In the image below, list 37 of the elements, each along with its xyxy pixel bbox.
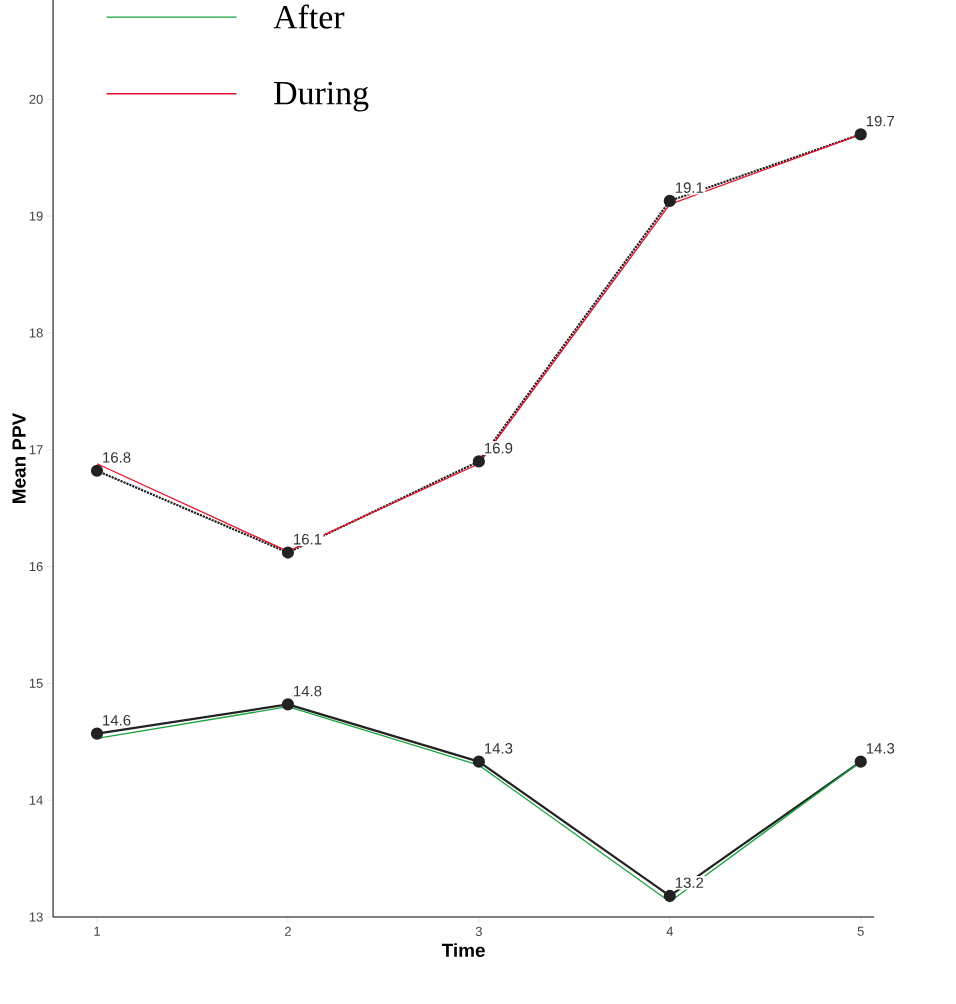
y-tick-label: 14 bbox=[29, 795, 43, 805]
y-tick-label: 19 bbox=[29, 211, 43, 221]
data-label: 14.6 bbox=[103, 715, 131, 726]
data-label: 14.3 bbox=[485, 743, 513, 754]
point bbox=[854, 755, 867, 768]
point bbox=[281, 546, 295, 559]
point bbox=[472, 455, 485, 468]
data-label: 14.8 bbox=[294, 685, 322, 697]
data-label: 14.3 bbox=[866, 743, 895, 754]
point bbox=[472, 755, 485, 768]
y-tick-label: 17 bbox=[29, 445, 43, 455]
x-tick-label: 4 bbox=[666, 926, 674, 936]
data-label: 16.8 bbox=[103, 452, 131, 463]
x-tick-label: 3 bbox=[475, 926, 482, 936]
data-label: 16.1 bbox=[294, 533, 322, 545]
y-tick-label: 16 bbox=[29, 561, 43, 572]
data-label: 13.2 bbox=[675, 877, 704, 888]
y-axis-title: Mean PPV bbox=[12, 412, 26, 503]
data-label: 16.9 bbox=[485, 442, 513, 454]
y-tick-label: 15 bbox=[29, 678, 43, 688]
x-axis-title: Time bbox=[441, 943, 485, 958]
point bbox=[663, 194, 676, 208]
x-tick-label: 5 bbox=[857, 926, 864, 936]
y-tick-label: 13 bbox=[29, 912, 43, 922]
point bbox=[854, 128, 867, 141]
y-tick-label: 20 bbox=[29, 94, 43, 104]
point bbox=[90, 727, 104, 740]
point bbox=[281, 698, 295, 711]
data-label: 19.7 bbox=[866, 115, 895, 127]
data-label: 19.1 bbox=[675, 182, 704, 193]
legend-label: During bbox=[274, 81, 369, 112]
legend-label: After bbox=[273, 4, 345, 29]
point bbox=[663, 889, 676, 903]
point bbox=[90, 464, 104, 477]
y-tick-label: 18 bbox=[29, 328, 43, 338]
x-tick-label: 1 bbox=[94, 926, 100, 936]
x-tick-label: 2 bbox=[284, 926, 291, 936]
